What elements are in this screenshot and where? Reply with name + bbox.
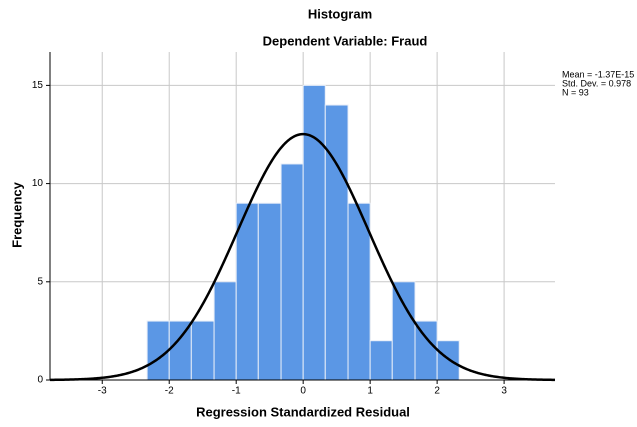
stats-label: Std. Dev. = 0.978 [562,78,631,88]
bar [391,281,416,381]
y-tick-label: 0 [37,375,43,386]
bar [414,320,438,381]
x-tick-label: 1 [367,386,373,397]
normal-curve [49,132,556,382]
bar [168,320,192,381]
bar [436,340,460,381]
x-tick-label: 2 [434,386,440,397]
bar [302,84,326,381]
chart-title: Histogram [308,6,372,21]
bar [146,320,170,381]
bar [190,320,215,381]
y-tick-label: 10 [32,178,44,189]
bar [257,202,282,381]
bar [213,281,237,381]
bar [369,340,393,381]
x-tick-label: 0 [300,386,306,397]
bar [280,163,304,381]
x-tick-label: 3 [501,386,507,397]
stats-label: N = 93 [562,87,589,97]
y-tick-label: 15 [32,80,44,91]
x-tick-label: -3 [98,386,107,397]
x-tick-label: -1 [232,386,241,397]
y-tick-label: 5 [37,276,43,287]
chart-subtitle: Dependent Variable: Fraud [263,33,428,48]
x-axis-label: Regression Standardized Residual [196,404,410,419]
y-axis-label: Frequency [9,181,24,248]
stats-label: Mean = -1.37E-15 [562,69,634,79]
bar [324,104,349,381]
x-tick-label: -2 [165,386,174,397]
